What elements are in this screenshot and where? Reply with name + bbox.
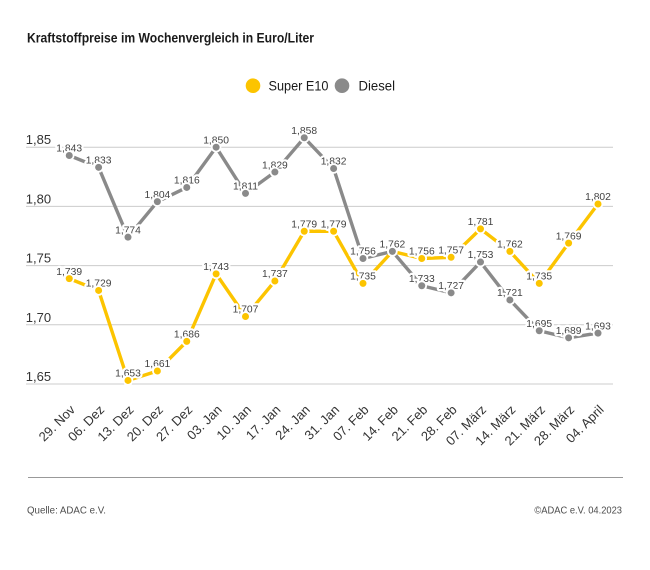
- svg-text:1,70: 1,70: [26, 310, 51, 325]
- svg-text:1,689: 1,689: [556, 326, 582, 337]
- svg-text:Super E10: Super E10: [269, 79, 329, 94]
- svg-text:1,779: 1,779: [291, 220, 317, 231]
- svg-text:1,757: 1,757: [438, 246, 464, 257]
- svg-text:Diesel: Diesel: [359, 79, 396, 94]
- svg-text:1,737: 1,737: [262, 269, 288, 280]
- svg-text:1,721: 1,721: [497, 288, 523, 299]
- svg-text:1,843: 1,843: [56, 144, 82, 155]
- svg-text:1,804: 1,804: [145, 190, 171, 201]
- svg-text:1,816: 1,816: [174, 176, 200, 187]
- svg-text:1,774: 1,774: [115, 225, 141, 236]
- svg-text:1,832: 1,832: [321, 157, 347, 168]
- svg-text:1,653: 1,653: [115, 369, 141, 380]
- svg-text:1,811: 1,811: [233, 182, 258, 193]
- svg-text:1,661: 1,661: [145, 359, 171, 370]
- svg-text:1,707: 1,707: [233, 305, 259, 316]
- svg-text:1,756: 1,756: [350, 247, 376, 258]
- svg-text:1,729: 1,729: [86, 279, 112, 290]
- svg-text:1,85: 1,85: [26, 132, 51, 147]
- svg-text:1,65: 1,65: [26, 369, 51, 384]
- svg-text:1,779: 1,779: [321, 220, 347, 231]
- svg-text:1,693: 1,693: [585, 321, 611, 332]
- svg-text:1,850: 1,850: [203, 135, 229, 146]
- svg-text:1,762: 1,762: [380, 240, 406, 251]
- svg-text:1,735: 1,735: [526, 272, 552, 283]
- svg-text:1,686: 1,686: [174, 330, 200, 341]
- svg-text:1,80: 1,80: [26, 191, 51, 206]
- svg-text:1,753: 1,753: [468, 250, 494, 261]
- svg-text:1,75: 1,75: [26, 251, 51, 266]
- svg-text:1,739: 1,739: [56, 267, 82, 278]
- svg-text:1,802: 1,802: [585, 192, 611, 203]
- svg-text:1,858: 1,858: [291, 126, 317, 137]
- svg-text:1,727: 1,727: [438, 281, 464, 292]
- svg-text:1,733: 1,733: [409, 274, 435, 285]
- svg-text:1,735: 1,735: [350, 272, 376, 283]
- svg-text:1,833: 1,833: [86, 156, 112, 167]
- svg-text:1,695: 1,695: [526, 319, 552, 330]
- svg-text:Kraftstoffpreise im Wochenverg: Kraftstoffpreise im Wochenvergleich in E…: [27, 31, 315, 46]
- svg-text:1,756: 1,756: [409, 247, 435, 258]
- svg-text:©ADAC e.V. 04.2023: ©ADAC e.V. 04.2023: [534, 506, 622, 517]
- svg-text:1,829: 1,829: [262, 160, 288, 171]
- svg-text:Quelle: ADAC e.V.: Quelle: ADAC e.V.: [27, 505, 106, 517]
- svg-text:1,762: 1,762: [497, 240, 523, 251]
- svg-text:1,743: 1,743: [203, 262, 229, 273]
- svg-text:1,769: 1,769: [556, 231, 582, 242]
- svg-text:1,781: 1,781: [468, 217, 494, 228]
